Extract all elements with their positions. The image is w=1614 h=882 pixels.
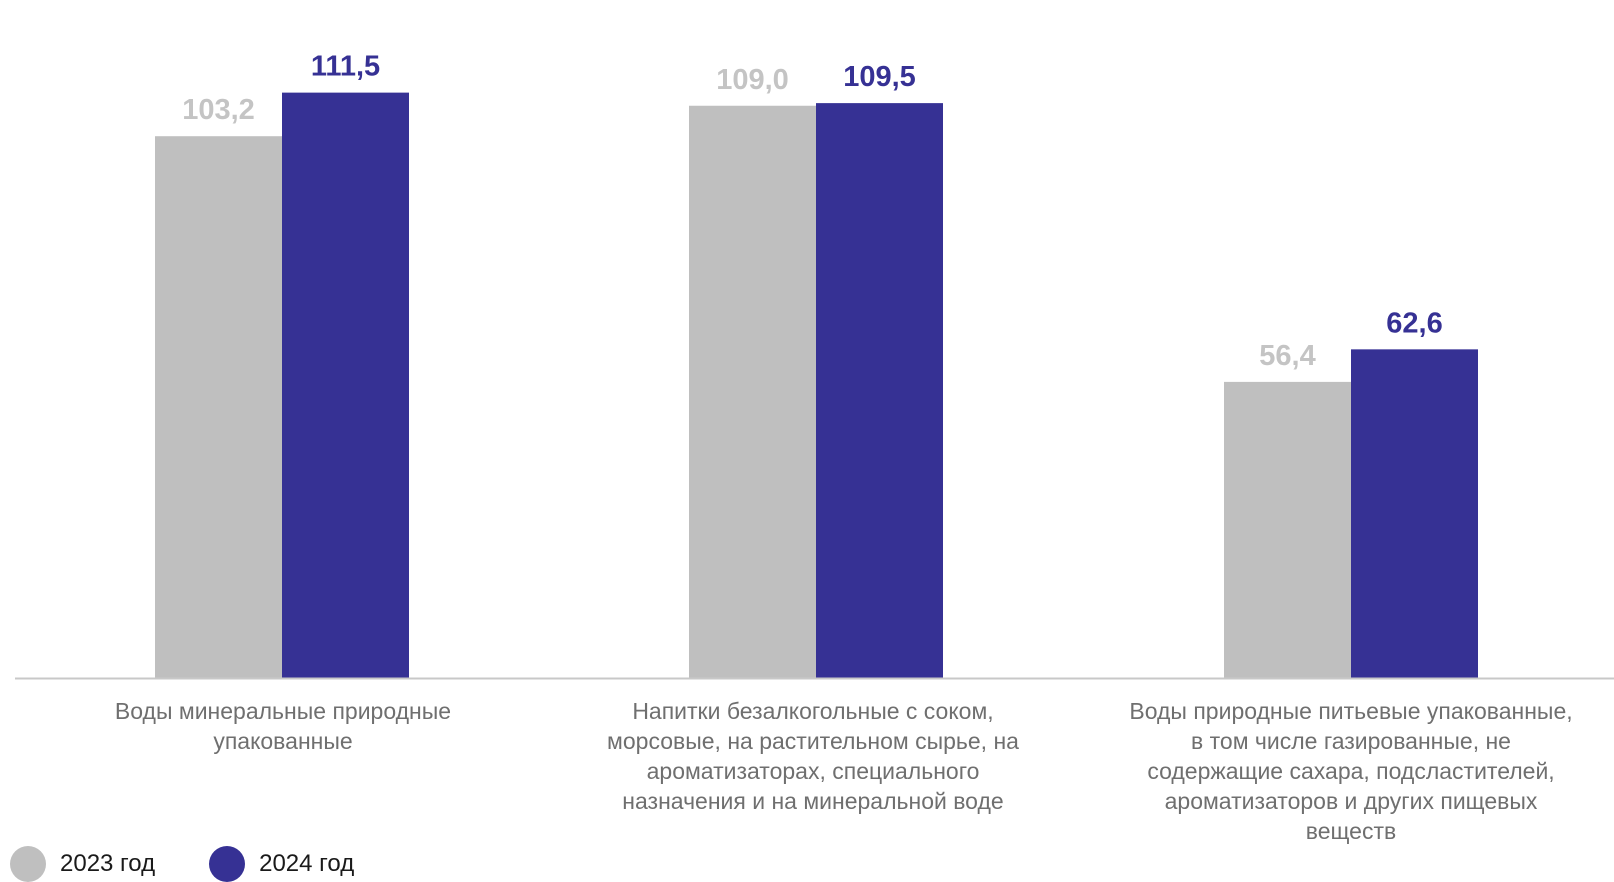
value-label-0-0: 103,2 <box>182 94 255 126</box>
bar-0-2 <box>1224 381 1351 678</box>
legend-item-2023: 2023 год <box>0 845 156 882</box>
value-label-1-2: 62,6 <box>1386 307 1442 339</box>
legend-swatch-2024 <box>209 845 246 882</box>
legend-swatch-2023 <box>10 845 46 882</box>
value-label-0-2: 56,4 <box>1259 340 1315 372</box>
legend-label-2024: 2024 год <box>259 849 355 877</box>
bar-1-0 <box>282 92 409 678</box>
legend: 2023 год 2024 год <box>0 845 398 882</box>
value-label-0-1: 109,0 <box>716 64 789 96</box>
category-label-2: Воды природные питьевые упакованные, в т… <box>1129 698 1573 844</box>
value-labels-group: 103,2 111,5 109,0 109,5 56,4 62,6 <box>182 51 1443 372</box>
legend-item-2024: 2024 год <box>199 845 355 882</box>
bars-group <box>155 92 1478 678</box>
bar-0-0 <box>155 136 282 678</box>
bar-0-1 <box>689 105 816 678</box>
legend-label-2023: 2023 год <box>60 849 156 877</box>
value-label-1-1: 109,5 <box>843 61 916 93</box>
category-label-0: Воды минеральные природные упакованные <box>114 698 452 754</box>
value-label-1-0: 111,5 <box>311 51 380 83</box>
category-label-1: Напитки безалкогольные с соком, морсовые… <box>607 698 1019 814</box>
bar-1-2 <box>1351 349 1478 678</box>
bar-1-1 <box>816 103 943 678</box>
